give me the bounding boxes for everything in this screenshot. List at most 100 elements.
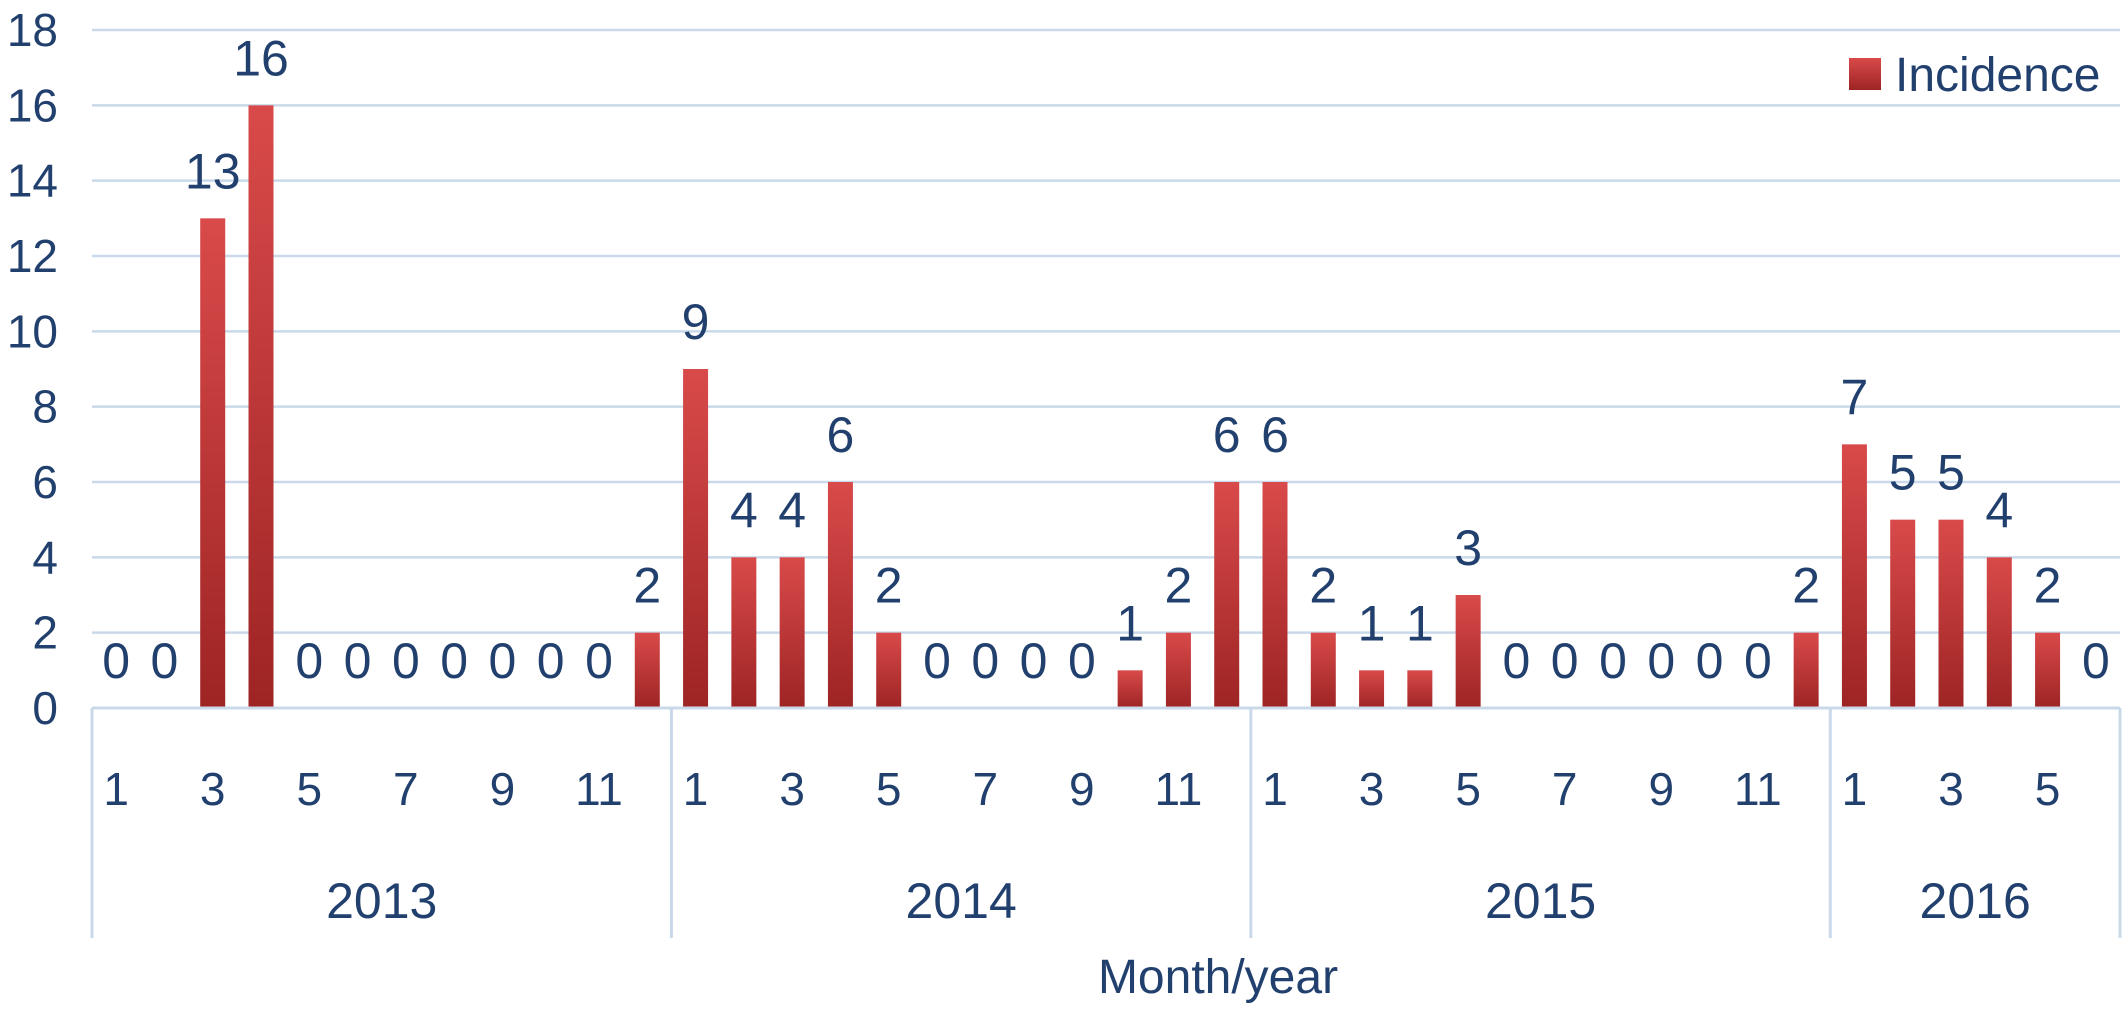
- x-axis-title: Month/year: [1098, 951, 1338, 1004]
- data-label: 13: [185, 143, 241, 199]
- data-label: 0: [1020, 633, 1048, 689]
- bar: [1986, 557, 2012, 708]
- data-label: 0: [1744, 633, 1772, 689]
- x-tick-label: 11: [1734, 763, 1782, 815]
- x-tick-label: 1: [1842, 763, 1868, 815]
- data-label: 6: [1261, 407, 1289, 463]
- x-tick-label: 5: [1455, 763, 1481, 815]
- data-label: 5: [1889, 445, 1917, 501]
- x-tick-label: 3: [200, 763, 226, 815]
- y-tick-label: 12: [7, 230, 58, 282]
- data-label: 2: [875, 558, 903, 614]
- legend-label: Incidence: [1895, 49, 2100, 102]
- bar: [634, 632, 660, 708]
- data-label: 0: [2082, 633, 2110, 689]
- x-tick-label: 3: [779, 763, 805, 815]
- bars: [200, 105, 2061, 709]
- data-label: 1: [1116, 595, 1144, 651]
- bar: [1310, 632, 1336, 708]
- bar: [1117, 670, 1143, 708]
- bar: [2035, 632, 2061, 708]
- bar: [1407, 670, 1433, 708]
- year-label: 2016: [1920, 873, 2031, 929]
- bar: [1841, 444, 1867, 708]
- data-label: 6: [1213, 407, 1241, 463]
- data-label: 4: [730, 482, 758, 538]
- data-label: 0: [923, 633, 951, 689]
- data-label: 1: [1358, 595, 1386, 651]
- y-tick-label: 0: [32, 682, 58, 734]
- y-axis: 0 2 4 6 8 10 12 14 16 18: [7, 4, 58, 734]
- data-label: 4: [778, 482, 806, 538]
- year-label: 2013: [326, 873, 437, 929]
- gridlines: [92, 28, 2120, 634]
- data-label: 0: [1068, 633, 1096, 689]
- data-label: 0: [392, 633, 420, 689]
- x-tick-label: 9: [490, 763, 516, 815]
- data-label: 0: [1551, 633, 1579, 689]
- legend: Incidence: [1849, 49, 2100, 102]
- bar: [1359, 670, 1385, 708]
- y-tick-label: 8: [32, 381, 58, 433]
- x-tick-label: 1: [683, 763, 709, 815]
- data-label: 0: [344, 633, 372, 689]
- data-label: 0: [440, 633, 468, 689]
- bar: [1214, 482, 1240, 708]
- data-label: 2: [633, 558, 661, 614]
- data-label: 0: [102, 633, 130, 689]
- data-label: 0: [971, 633, 999, 689]
- data-label: 16: [233, 30, 289, 86]
- year-label: 2015: [1485, 873, 1596, 929]
- data-label: 0: [537, 633, 565, 689]
- x-tick-label: 9: [1069, 763, 1095, 815]
- x-tick-label: 1: [1262, 763, 1288, 815]
- legend-swatch: [1849, 58, 1881, 90]
- bar: [683, 369, 709, 708]
- data-label: 0: [1599, 633, 1627, 689]
- bar: [200, 218, 226, 709]
- data-label: 0: [585, 633, 613, 689]
- y-tick-label: 2: [32, 607, 58, 659]
- y-tick-label: 18: [7, 4, 58, 56]
- bar: [1793, 632, 1819, 708]
- y-tick-label: 6: [32, 456, 58, 508]
- data-label: 2: [1309, 558, 1337, 614]
- x-tick-label: 7: [972, 763, 998, 815]
- bar: [779, 557, 805, 708]
- y-tick-label: 4: [32, 531, 58, 583]
- x-tick-label: 5: [2035, 763, 2061, 815]
- x-tick-label: 11: [575, 763, 623, 815]
- data-label: 0: [489, 633, 517, 689]
- data-label: 0: [151, 633, 179, 689]
- y-tick-label: 10: [7, 305, 58, 357]
- x-tick-label: 5: [296, 763, 322, 815]
- bar: [876, 632, 902, 708]
- bar: [827, 482, 853, 708]
- bar: [1262, 482, 1288, 708]
- data-label: 9: [682, 294, 710, 350]
- y-tick-label: 16: [7, 79, 58, 131]
- x-tick-label: 7: [1552, 763, 1578, 815]
- x-tick-label: 7: [393, 763, 419, 815]
- data-label: 0: [1647, 633, 1675, 689]
- y-tick-label: 14: [7, 155, 58, 207]
- bar: [1890, 519, 1916, 708]
- x-tick-label: 3: [1359, 763, 1385, 815]
- x-tick-label: 5: [876, 763, 902, 815]
- x-tick-label: 1: [103, 763, 129, 815]
- bar: [731, 557, 757, 708]
- data-label: 2: [2034, 558, 2062, 614]
- data-label: 5: [1937, 445, 1965, 501]
- data-label: 6: [827, 407, 855, 463]
- bar: [1455, 595, 1481, 708]
- data-label: 2: [1165, 558, 1193, 614]
- data-label: 7: [1841, 369, 1869, 425]
- bar: [1165, 632, 1191, 708]
- bar: [1938, 519, 1964, 708]
- x-tick-label: 9: [1648, 763, 1674, 815]
- data-label: 1: [1406, 595, 1434, 651]
- data-label: 4: [1985, 482, 2013, 538]
- data-label: 0: [295, 633, 323, 689]
